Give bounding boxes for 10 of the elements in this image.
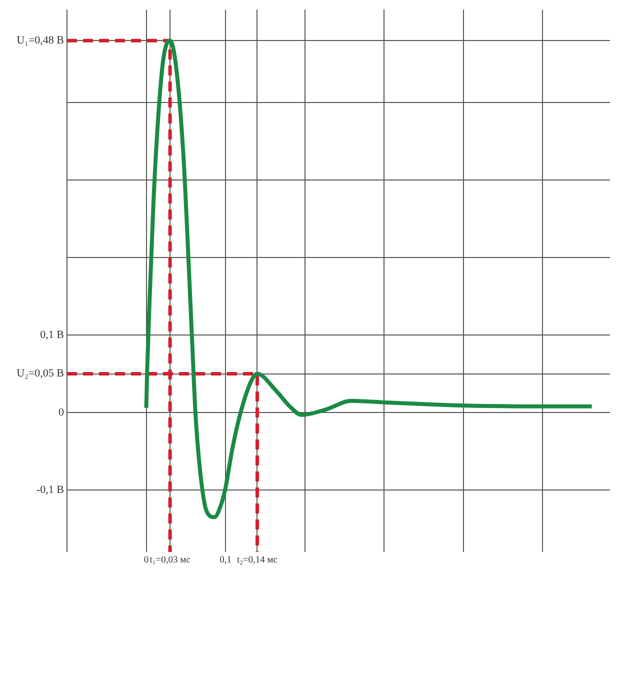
x-tick-label: t₂=0,14 мс [236,555,278,566]
line-series [144,38,594,520]
x-tick-label: t₁=0,03 мс [150,555,190,566]
x-tick-label: 0,1 [220,555,232,566]
y-tick-label: -0,1 В [36,484,64,496]
y-tick-label: 0,1 В [40,328,64,341]
x-tick-label: 0 [144,555,149,566]
y-tick-label: U₁=0,48 В [16,34,64,46]
y-tick-label: U₂=0,05 В [16,368,64,380]
y-tick-label: 0 [58,406,64,418]
